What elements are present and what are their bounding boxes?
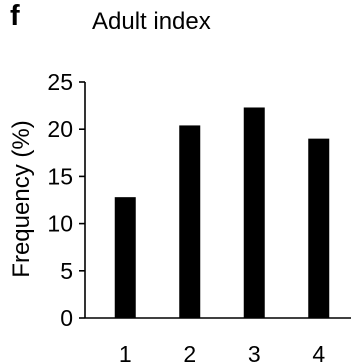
x-tick-label: 3 (248, 341, 261, 364)
x-tick-label: 4 (312, 341, 325, 364)
y-tick-label: 10 (47, 211, 73, 237)
y-tick-label: 5 (60, 258, 73, 284)
y-axis-label: Frequency (%) (8, 120, 35, 277)
chart-bars (114, 107, 330, 318)
y-tick-label: 15 (47, 163, 73, 189)
x-tick-label: 1 (119, 341, 132, 364)
bar (114, 197, 136, 318)
x-tick-label: 2 (183, 341, 196, 364)
bar (179, 125, 201, 318)
x-tick-labels: 1 2 3 4 (119, 341, 326, 364)
y-tick-label: 0 (60, 305, 73, 331)
bar (308, 138, 330, 318)
y-tick-labels: 0 5 10 15 20 25 (47, 69, 73, 331)
y-tick-label: 25 (47, 69, 73, 95)
chart-title: Adult index (92, 8, 211, 35)
panel-label: f (10, 0, 20, 32)
bar (243, 107, 265, 318)
y-tick-label: 20 (47, 116, 73, 142)
